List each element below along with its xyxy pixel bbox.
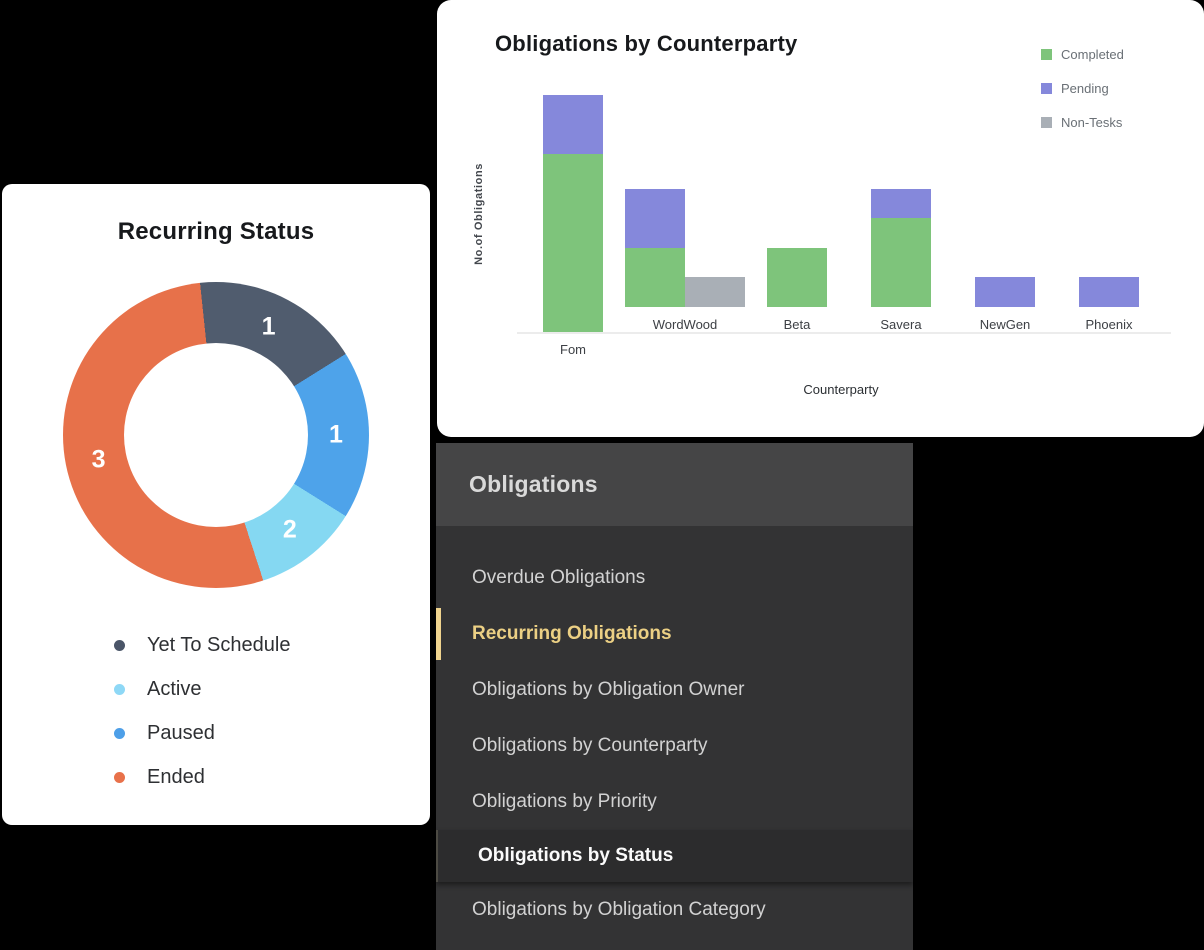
bar-segment-non-tesks-wordwood[interactable] bbox=[685, 277, 745, 307]
stacked-bar-savera[interactable] bbox=[871, 188, 931, 307]
donut-segment-value: 1 bbox=[329, 420, 343, 449]
x-tick-label: Savera bbox=[880, 317, 922, 332]
menu-item-obligations-by-counterparty[interactable]: Obligations by Counterparty bbox=[472, 735, 708, 756]
bar-segment-pending[interactable] bbox=[871, 188, 931, 219]
legend-label: Pending bbox=[1061, 81, 1109, 96]
legend-item-non-tesks[interactable]: Non-Tesks bbox=[1041, 115, 1124, 130]
menu-item-obligations-by-obligation-owner[interactable]: Obligations by Obligation Owner bbox=[472, 679, 745, 700]
legend-dot-paused-icon bbox=[114, 728, 125, 739]
legend-item-ended[interactable]: Ended bbox=[114, 766, 430, 789]
legend-item-active[interactable]: Active bbox=[114, 678, 430, 701]
bar-segment-completed[interactable] bbox=[871, 218, 931, 307]
counterparty-bar-plot[interactable]: Fom WordWood Beta Savera NewGen Phoenix bbox=[517, 95, 1171, 357]
donut-segment-value: 3 bbox=[91, 445, 106, 474]
recurring-status-donut-wrap: 1 1 2 3 bbox=[63, 282, 369, 588]
counterparty-chart-card: Obligations by Counterparty Completed Pe… bbox=[437, 0, 1204, 437]
x-tick-label: NewGen bbox=[979, 317, 1031, 332]
bar-category-slot: Beta bbox=[745, 95, 849, 332]
x-axis-label: Counterparty bbox=[803, 382, 879, 397]
menu-item-obligations-by-obligation-category[interactable]: Obligations by Obligation Category bbox=[472, 899, 766, 920]
x-tick-label: WordWood bbox=[652, 317, 718, 332]
menu-item-obligations-by-status[interactable]: Obligations by Status bbox=[436, 830, 913, 882]
donut-segment-value: 1 bbox=[261, 312, 276, 341]
counterparty-chart-title: Obligations by Counterparty bbox=[495, 31, 798, 56]
legend-label: Yet To Schedule bbox=[147, 634, 291, 656]
obligations-menu-header: Obligations bbox=[436, 443, 913, 526]
legend-dot-ended-icon bbox=[114, 772, 125, 783]
counterparty-chart-legend: Completed Pending Non-Tesks bbox=[1041, 47, 1124, 149]
obligations-menu-panel: Obligations Overdue Obligations Recurrin… bbox=[436, 443, 913, 950]
legend-label: Ended bbox=[147, 766, 205, 788]
x-tick-label: Phoenix bbox=[1085, 317, 1133, 332]
bar-category-slot: Fom bbox=[521, 95, 625, 357]
stacked-bar-phoenix[interactable] bbox=[1079, 277, 1139, 307]
stacked-bar-fom[interactable] bbox=[543, 95, 603, 332]
bar-segment-completed[interactable] bbox=[543, 154, 603, 332]
obligations-menu-list: Overdue Obligations Recurring Obligation… bbox=[436, 526, 913, 938]
legend-swatch-completed-icon bbox=[1041, 49, 1052, 60]
recurring-status-title: Recurring Status bbox=[117, 218, 315, 245]
legend-label: Paused bbox=[147, 722, 215, 744]
x-tick-label: Beta bbox=[783, 317, 811, 332]
bar-category-slot: Savera bbox=[849, 95, 953, 332]
legend-item-yet-to-schedule[interactable]: Yet To Schedule bbox=[114, 634, 430, 657]
bar-category-slot: WordWood bbox=[625, 95, 745, 332]
legend-swatch-non-tesks-icon bbox=[1041, 117, 1052, 128]
x-axis-line bbox=[517, 332, 1171, 334]
recurring-status-legend: Yet To Schedule Active Paused Ended bbox=[114, 634, 430, 789]
menu-item-overdue-obligations[interactable]: Overdue Obligations bbox=[472, 567, 646, 588]
recurring-status-donut-chart[interactable] bbox=[63, 282, 369, 588]
legend-label: Active bbox=[147, 678, 202, 700]
legend-item-pending[interactable]: Pending bbox=[1041, 81, 1124, 96]
legend-item-completed[interactable]: Completed bbox=[1041, 47, 1124, 62]
bar-segment-pending[interactable] bbox=[975, 277, 1035, 307]
stacked-bar-beta[interactable] bbox=[767, 247, 827, 307]
legend-dot-active-icon bbox=[114, 684, 125, 695]
legend-item-paused[interactable]: Paused bbox=[114, 722, 430, 745]
legend-dot-yet-to-schedule-icon bbox=[114, 640, 125, 651]
menu-item-recurring-obligations[interactable]: Recurring Obligations bbox=[436, 606, 913, 662]
stacked-bar-newgen[interactable] bbox=[975, 277, 1035, 307]
legend-label: Completed bbox=[1061, 47, 1124, 62]
menu-item-obligations-by-priority[interactable]: Obligations by Priority bbox=[472, 791, 657, 812]
bar-segment-pending[interactable] bbox=[543, 95, 603, 155]
counterparty-chart-area: No.of Obligations Fom WordWood Beta Savera N… bbox=[437, 95, 1204, 357]
donut-segment-value: 2 bbox=[282, 515, 297, 544]
active-item-indicator bbox=[436, 608, 441, 660]
bar-segment-pending[interactable] bbox=[625, 188, 685, 248]
bar-segment-completed[interactable] bbox=[767, 247, 827, 307]
x-tick-label: Fom bbox=[560, 342, 586, 357]
recurring-status-card: Recurring Status 1 1 2 3 Yet To Schedule Ac… bbox=[2, 184, 430, 825]
legend-swatch-pending-icon bbox=[1041, 83, 1052, 94]
bar-segment-pending[interactable] bbox=[1079, 277, 1139, 307]
bar-category-slot: NewGen bbox=[953, 95, 1057, 332]
legend-label: Non-Tesks bbox=[1061, 115, 1123, 130]
stacked-bar-wordwood[interactable] bbox=[625, 188, 685, 307]
bar-category-slot: Phoenix bbox=[1057, 95, 1161, 332]
bar-segment-completed[interactable] bbox=[625, 247, 685, 307]
y-axis-label: No.of Obligations bbox=[473, 162, 485, 265]
